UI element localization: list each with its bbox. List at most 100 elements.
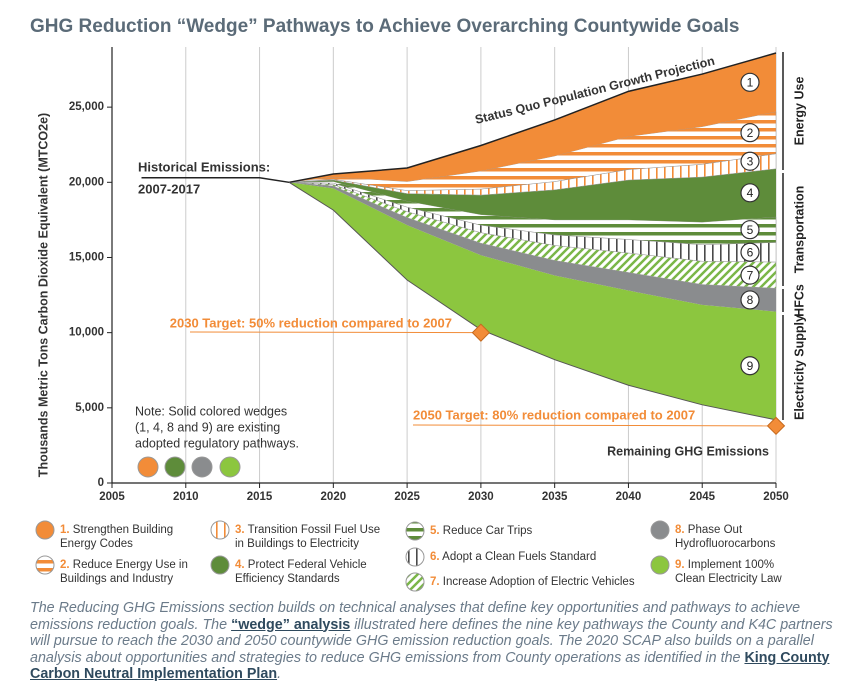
swatch	[191, 456, 213, 478]
y-tick-label: 0	[98, 477, 104, 489]
legend-swatch	[650, 555, 670, 575]
y-tick-label: 10,000	[69, 327, 104, 339]
note-text: Note: Solid colored wedges	[135, 404, 287, 418]
x-tick-label: 2045	[689, 491, 715, 503]
x-tick-label: 2030	[468, 491, 494, 503]
wedge-marker-label: 6	[747, 245, 754, 259]
caption-text: .	[277, 666, 282, 682]
caption-text: illustrated here defines the nine key pa…	[30, 616, 833, 666]
legend-label: Transition Fossil Fuel Use in Buildings …	[235, 524, 381, 550]
x-tick-label: 2050	[763, 491, 789, 503]
legend-number: 1.	[60, 524, 70, 536]
target-leader	[412, 424, 777, 427]
sector-label: Transportation	[792, 186, 806, 274]
wedge-marker-label: 2	[747, 126, 754, 140]
remaining-line	[288, 181, 777, 421]
legend-number: 2.	[60, 559, 70, 571]
legend-entry: 9. Implement 100% Clean Electricity Law	[675, 558, 805, 586]
wedge-marker-label: 3	[747, 154, 754, 168]
wedge-marker	[740, 72, 760, 92]
wedge-marker	[740, 151, 760, 171]
target-label: 2030 Target: 50% reduction compared to 2…	[170, 315, 452, 330]
legend-entry: 5. Reduce Car Trips	[430, 524, 610, 538]
legend-label: Adopt a Clean Fuels Standard	[442, 551, 597, 563]
caption-link[interactable]: King County Carbon Neutral Implementatio…	[30, 649, 830, 683]
legend-entry: 8. Phase Out Hydrofluorocarbons	[675, 523, 805, 551]
legend-number: 8.	[675, 524, 685, 536]
caption-text: The Reducing GHG Emissions section build…	[30, 600, 801, 633]
legend-entry: 6. Adopt a Clean Fuels Standard	[430, 550, 610, 564]
remaining-label: Remaining GHG Emissions	[607, 444, 769, 458]
wedge	[289, 168, 776, 223]
legend-entry: 4. Protect Federal Vehicle Efficiency St…	[235, 558, 375, 586]
target-marker	[471, 323, 491, 342]
x-tick-label: 2040	[616, 491, 642, 503]
wedge-marker-label: 9	[747, 359, 754, 373]
wedge	[289, 182, 776, 420]
wedge-marker-label: 1	[747, 76, 754, 90]
x-tick-label: 2010	[173, 491, 199, 503]
x-tick-label: 2025	[394, 491, 420, 503]
historical-label: 2007-2017	[138, 181, 200, 196]
legend-number: 4.	[235, 559, 245, 571]
x-tick-label: 2005	[99, 491, 125, 503]
wedge-marker	[740, 220, 760, 240]
chart: GHG Reduction “Wedge” Pathways to Achiev…	[30, 16, 806, 592]
wedge-marker	[740, 290, 760, 310]
note-swatches	[137, 456, 241, 478]
wedge-marker	[740, 356, 760, 376]
historical-label: Historical Emissions:	[138, 159, 270, 174]
y-tick-label: 20,000	[69, 176, 104, 188]
target-leader	[189, 331, 481, 334]
x-tick-label: 2035	[542, 491, 568, 503]
legend-swatch	[210, 555, 230, 575]
sector-label: Energy Use	[792, 77, 806, 146]
legend-label: Strengthen Building Energy Codes	[60, 524, 174, 550]
caption: The Reducing GHG Emissions section build…	[30, 600, 845, 683]
legend-entry: 1. Strengthen Building Energy Codes	[60, 523, 180, 551]
wedge-marker	[740, 123, 760, 143]
legend-number: 5.	[430, 525, 440, 537]
y-axis-label: Thousands Metric Tons Carbon Dioxide Equ…	[36, 113, 50, 477]
legend-label: Phase Out Hydrofluorocarbons	[675, 524, 776, 550]
y-tick-label: 5,000	[75, 402, 104, 414]
legend-label: Implement 100% Clean Electricity Law	[675, 559, 782, 585]
historical-line	[141, 177, 290, 184]
wedge	[289, 182, 776, 312]
legend-swatch	[405, 521, 425, 541]
target-label: 2050 Target: 80% reduction compared to 2…	[413, 407, 695, 422]
legend-entry: 7. Increase Adoption of Electric Vehicle…	[430, 575, 650, 589]
chart-title: GHG Reduction “Wedge” Pathways to Achiev…	[30, 16, 739, 37]
x-tick-label: 2015	[247, 491, 273, 503]
sector-label: HFCs	[792, 284, 806, 317]
legend-swatch	[35, 520, 55, 540]
caption-link[interactable]: “wedge” analysis	[231, 616, 351, 633]
wedge-marker-label: 7	[747, 268, 754, 282]
legend-label: Reduce Car Trips	[442, 525, 533, 537]
swatch	[219, 456, 241, 478]
legend-swatch	[405, 572, 425, 592]
wedge-marker-label: 4	[747, 186, 754, 200]
status-quo-line	[288, 52, 777, 184]
swatch	[164, 456, 186, 478]
wedge-marker	[740, 183, 760, 203]
wedge-marker-label: 8	[747, 293, 754, 307]
wedge-marker-label: 5	[747, 223, 754, 237]
y-tick-label: 25,000	[69, 101, 104, 113]
wedge-marker	[740, 242, 760, 262]
sector-label: Electricity Supply	[792, 315, 806, 420]
legend-entry: 3. Transition Fossil Fuel Use in Buildin…	[235, 523, 385, 551]
legend-swatch	[35, 555, 55, 575]
target-marker	[766, 416, 786, 436]
wedge-marker	[740, 265, 760, 285]
note-text: (1, 4, 8 and 9) are existing	[135, 420, 280, 434]
legend-number: 3.	[235, 524, 245, 536]
legend-swatch	[405, 547, 425, 567]
legend-label: Reduce Energy Use in Buildings and Indus…	[60, 559, 188, 585]
legend-number: 7.	[430, 576, 440, 588]
legend-entry: 2. Reduce Energy Use in Buildings and In…	[60, 558, 190, 586]
y-tick-label: 15,000	[69, 252, 104, 264]
legend-swatch	[210, 520, 230, 540]
note-text: adopted regulatory pathways.	[135, 436, 299, 450]
